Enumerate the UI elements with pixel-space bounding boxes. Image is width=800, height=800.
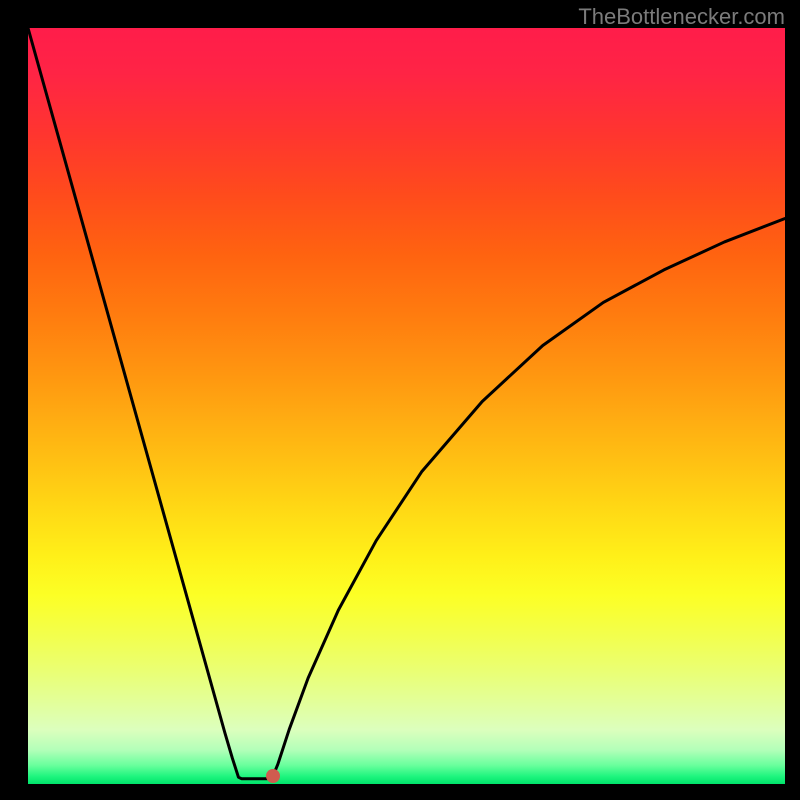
optimum-marker xyxy=(266,769,280,783)
plot-area xyxy=(28,28,785,784)
chart-frame: TheBottlenecker.com xyxy=(0,0,800,800)
watermark-text: TheBottlenecker.com xyxy=(578,4,785,30)
plot-svg xyxy=(28,28,785,784)
gradient-background xyxy=(28,28,785,784)
